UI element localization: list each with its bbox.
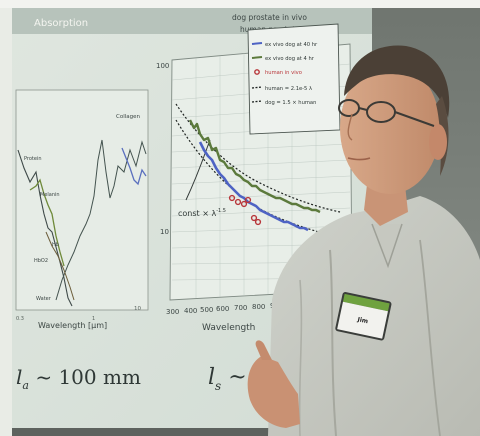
left-xlabel: Wavelength [μm] (38, 321, 107, 330)
label-melanin: Melanin (40, 192, 60, 198)
right-xtick-800: 800 (252, 303, 265, 311)
glasses (338, 99, 435, 127)
legend-entry-1: ex vivo dog at 40 hr (265, 42, 318, 48)
absorption-length-formula: la ~ 100 mm (16, 365, 141, 392)
right-ytick-100: 100 (156, 62, 169, 70)
scattering-panel: dog prostate in vivo human prostate in v… (156, 13, 353, 393)
absorption-plot-frame (15, 89, 149, 311)
left-tick-low: 0.3 (16, 316, 24, 322)
legend-entry-2: ex vivo dog at 4 hr (265, 56, 315, 62)
left-tick-high: 10 (134, 306, 141, 312)
right-xtick-500: 500 (200, 306, 213, 314)
top-margin (0, 0, 480, 8)
right-title-line1: dog prostate in vivo (232, 13, 307, 22)
hb-curve (45, 231, 75, 301)
dog-fit-line (175, 103, 341, 213)
legend-entry-4: human = 2.1e-5 λ (265, 86, 312, 92)
const-label: const × λ-1.5 (178, 208, 226, 218)
right-xtick-400: 400 (184, 307, 197, 315)
ex-vivo-4hr-data (198, 141, 309, 232)
melanin-curve (29, 178, 65, 267)
scattering-legend: ex vivo dog at 40 hr ex vivo dog at 4 hr… (247, 23, 341, 135)
badge-name: Jim (356, 316, 369, 325)
left-tick-mid: 1 (92, 316, 95, 322)
legend-entry-3: human in vivo (265, 70, 302, 76)
presenter: Jim (247, 45, 480, 436)
label-collagen: Collagen (116, 114, 141, 120)
protein-curve (17, 149, 73, 307)
right-ytick-10: 10 (160, 228, 169, 236)
absorption-panel: Absorption Collagen Protein Melanin Hb H… (15, 18, 149, 392)
head (340, 62, 440, 194)
right-xtick-700: 700 (234, 304, 247, 312)
right-xtick-300: 300 (166, 308, 179, 316)
ex-vivo-40hr-data (188, 119, 321, 214)
collagen-curve (121, 147, 147, 186)
label-protein: Protein (24, 156, 42, 162)
absorption-title: Absorption (34, 18, 88, 29)
legend-entry-5: dog = 1.5 × human (265, 100, 316, 106)
right-xlabel: Wavelength (202, 323, 255, 333)
right-xtick-600: 600 (216, 305, 229, 313)
label-water: Water (36, 296, 52, 302)
human-in-vivo-data (228, 194, 262, 226)
hand (247, 356, 300, 428)
screen-bottom-edge (12, 428, 372, 436)
name-badge: Jim (335, 292, 392, 341)
hair (344, 45, 450, 118)
water-curve (55, 139, 147, 301)
label-hb: Hb (52, 242, 59, 248)
label-hbo2: HbO2 (34, 258, 48, 264)
